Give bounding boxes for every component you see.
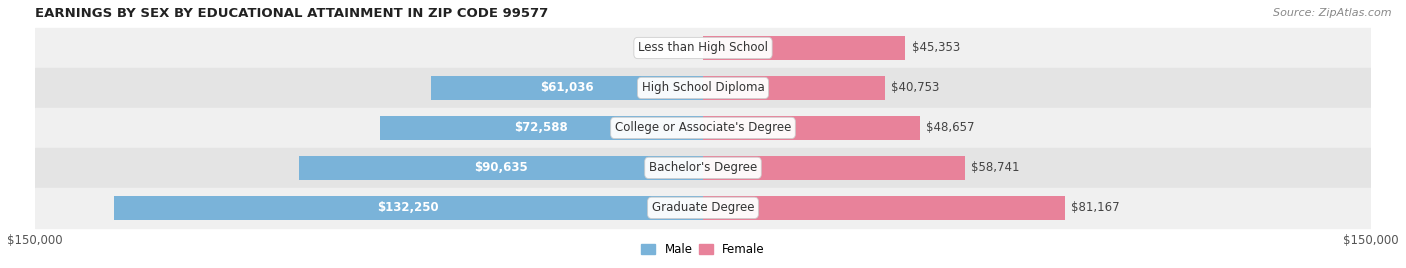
Bar — [35, 108, 1371, 148]
Bar — [432, 76, 703, 100]
Legend: Male, Female: Male, Female — [637, 238, 769, 260]
Text: $0: $0 — [679, 42, 695, 54]
Text: $45,353: $45,353 — [911, 42, 960, 54]
Bar — [703, 156, 965, 180]
Text: College or Associate's Degree: College or Associate's Degree — [614, 121, 792, 135]
Bar — [35, 188, 1371, 228]
Text: High School Diploma: High School Diploma — [641, 81, 765, 94]
Text: $132,250: $132,250 — [378, 201, 439, 214]
Bar — [703, 36, 905, 60]
Text: $40,753: $40,753 — [891, 81, 939, 94]
Text: $58,741: $58,741 — [972, 161, 1019, 174]
Text: $48,657: $48,657 — [927, 121, 974, 135]
Text: EARNINGS BY SEX BY EDUCATIONAL ATTAINMENT IN ZIP CODE 99577: EARNINGS BY SEX BY EDUCATIONAL ATTAINMEN… — [35, 7, 548, 20]
Text: Source: ZipAtlas.com: Source: ZipAtlas.com — [1274, 8, 1392, 18]
Text: $61,036: $61,036 — [540, 81, 593, 94]
Text: Bachelor's Degree: Bachelor's Degree — [650, 161, 756, 174]
Bar — [35, 148, 1371, 188]
Bar — [703, 116, 920, 140]
Text: $90,635: $90,635 — [474, 161, 529, 174]
Bar — [703, 196, 1064, 220]
Bar — [35, 68, 1371, 108]
Text: Graduate Degree: Graduate Degree — [652, 201, 754, 214]
Text: $81,167: $81,167 — [1071, 201, 1121, 214]
Text: Less than High School: Less than High School — [638, 42, 768, 54]
Bar — [35, 28, 1371, 68]
Bar — [299, 156, 703, 180]
Text: $72,588: $72,588 — [515, 121, 568, 135]
Bar — [380, 116, 703, 140]
Bar — [114, 196, 703, 220]
Bar — [703, 76, 884, 100]
